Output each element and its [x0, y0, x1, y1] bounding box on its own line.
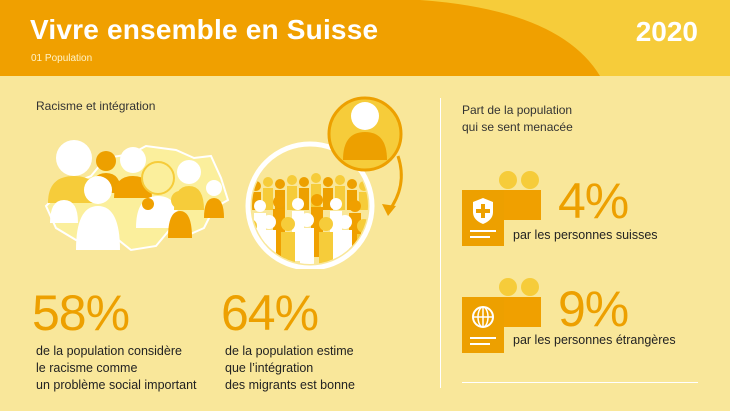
stat-swiss-value: 4% — [558, 173, 629, 229]
swiss-row-icons — [462, 171, 541, 246]
section-label-racism: Racisme et intégration — [36, 99, 156, 113]
switzerland-map-icon — [44, 140, 230, 252]
horizontal-divider — [462, 382, 698, 383]
page-title: Vivre ensemble en Suisse — [30, 14, 379, 45]
stat-racism-line: le racisme comme — [36, 361, 138, 375]
stat-integration-line: que l’intégration — [225, 361, 314, 375]
stat-racism-line: un problème social important — [36, 378, 197, 392]
stat-racism-value: 58% — [32, 285, 130, 341]
foreign-row-icons — [462, 278, 541, 353]
people-group-icon — [48, 140, 224, 250]
section-label-line: qui se sent menacée — [462, 120, 573, 134]
stat-foreign-value: 9% — [558, 281, 629, 337]
header-banner: Vivre ensemble en Suisse 01 Population 2… — [0, 0, 730, 76]
year-label: 2020 — [635, 16, 698, 47]
arrow-icon — [386, 155, 403, 213]
swiss-passport-icon — [462, 190, 504, 246]
stat-integration-line: de la population estime — [225, 344, 354, 358]
stat-integration-value: 64% — [221, 285, 319, 341]
integration-circle-icon — [245, 96, 403, 269]
stat-foreign-label: par les personnes étrangères — [513, 333, 676, 347]
stat-racism-description: de la population considère le racisme co… — [36, 343, 197, 394]
section-label-threat: Part de la population qui se sent menacé… — [462, 102, 573, 136]
foreign-passport-icon — [462, 297, 504, 353]
stat-racism-line: de la population considère — [36, 344, 182, 358]
section-label-line: Part de la population — [462, 103, 573, 117]
vertical-divider — [440, 98, 441, 388]
stat-swiss-label: par les personnes suisses — [513, 228, 658, 242]
header-background — [0, 0, 730, 76]
page-subtitle: 01 Population — [31, 53, 93, 64]
stat-integration-description: de la population estime que l’intégratio… — [225, 343, 355, 394]
stat-integration-line: des migrants est bonne — [225, 378, 355, 392]
